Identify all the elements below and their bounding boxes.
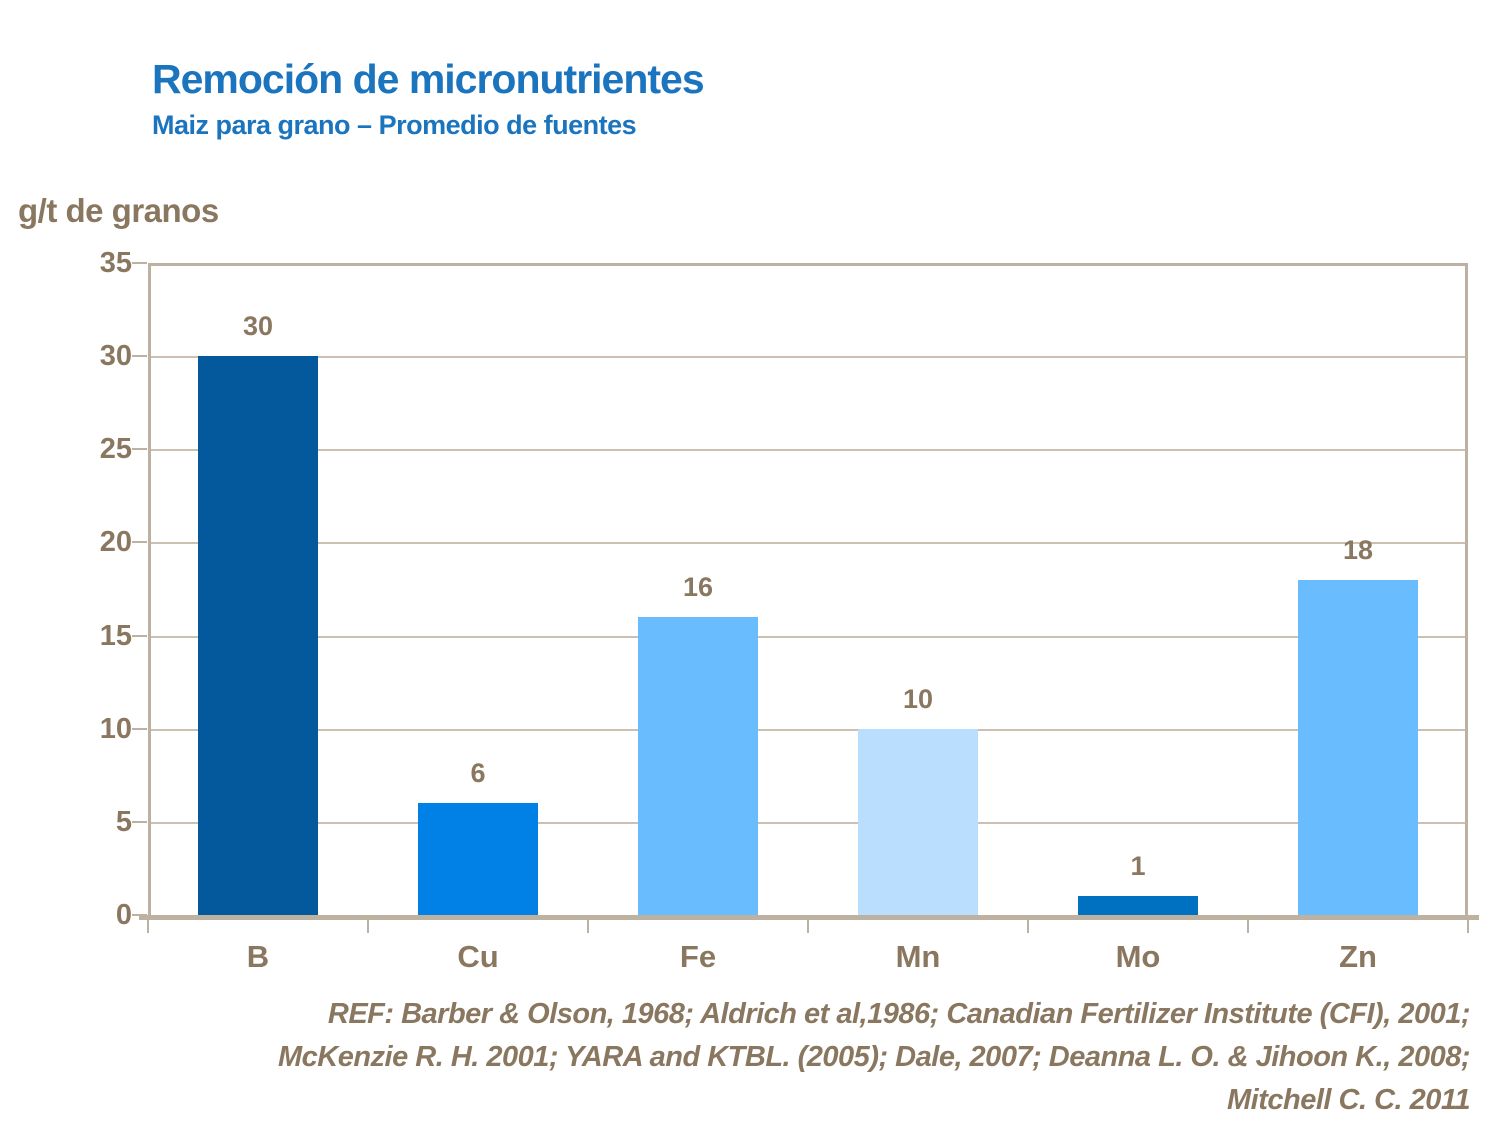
bar-zn — [1298, 579, 1418, 915]
bar-fe — [638, 616, 758, 915]
bar-mn — [858, 728, 978, 915]
x-axis-tick — [587, 920, 589, 933]
gridline — [151, 449, 1465, 452]
gridline — [151, 635, 1465, 638]
y-axis-tick-label: 35 — [99, 247, 132, 279]
bar-value-label: 1 — [1130, 851, 1146, 882]
gridline — [151, 821, 1465, 824]
plot-area — [148, 263, 1468, 915]
gridline — [151, 356, 1465, 359]
chart-title: Remoción de micronutrientes — [152, 56, 705, 102]
y-axis-tick — [132, 355, 147, 358]
y-axis-tick — [132, 727, 147, 730]
y-axis-tick-label: 25 — [99, 433, 132, 466]
y-axis-unit-label: g/t de granos — [18, 192, 219, 229]
bar-value-label: 10 — [902, 683, 934, 714]
y-axis-tick-label: 30 — [99, 340, 132, 373]
x-axis-tick — [367, 920, 369, 933]
y-axis-tick — [132, 914, 147, 916]
y-axis-tick — [132, 262, 147, 264]
bar-cu — [418, 803, 538, 915]
x-axis-category-label: Mo — [1115, 939, 1161, 974]
bar-value-label: 30 — [242, 311, 274, 342]
y-axis-tick-label: 20 — [99, 526, 132, 559]
gridline — [151, 542, 1465, 545]
y-axis-tick — [132, 634, 147, 637]
x-axis-category-label: Mn — [895, 939, 941, 974]
x-axis-tick — [1247, 920, 1249, 933]
x-axis-tick — [147, 920, 149, 933]
bar-value-label: 16 — [682, 571, 714, 602]
bar-value-label: 18 — [1342, 534, 1374, 565]
bar-mo — [1078, 896, 1198, 915]
x-axis-category-label: Zn — [1339, 939, 1377, 974]
reference-line: Mitchell C. C. 2011 — [1227, 1084, 1471, 1116]
x-axis-category-label: Cu — [457, 939, 499, 974]
x-axis-tick — [1027, 920, 1029, 933]
x-axis-line — [139, 915, 1479, 920]
x-axis-category-label: Fe — [679, 939, 717, 974]
y-axis-tick-label: 15 — [99, 619, 132, 652]
y-axis-tick-label: 10 — [99, 712, 132, 745]
reference-line: McKenzie R. H. 2001; YARA and KTBL. (200… — [277, 1041, 1471, 1073]
bar-value-label: 6 — [470, 758, 486, 789]
gridline — [151, 728, 1465, 731]
bar-b — [198, 356, 318, 915]
chart-subtitle: Maiz para grano – Promedio de fuentes — [152, 110, 637, 140]
y-axis-tick — [132, 820, 147, 823]
y-axis-tick — [132, 448, 147, 451]
x-axis-tick — [807, 920, 809, 933]
y-axis-tick-label: 0 — [115, 899, 132, 931]
x-axis-category-label: B — [246, 939, 270, 974]
reference-line: REF: Barber & Olson, 1968; Aldrich et al… — [327, 998, 1471, 1030]
y-axis-tick — [132, 541, 147, 544]
x-axis-tick — [1467, 920, 1469, 933]
y-axis-tick-label: 5 — [115, 805, 132, 838]
references-text: REF: Barber & Olson, 1968; Aldrich et al… — [30, 993, 1471, 1122]
